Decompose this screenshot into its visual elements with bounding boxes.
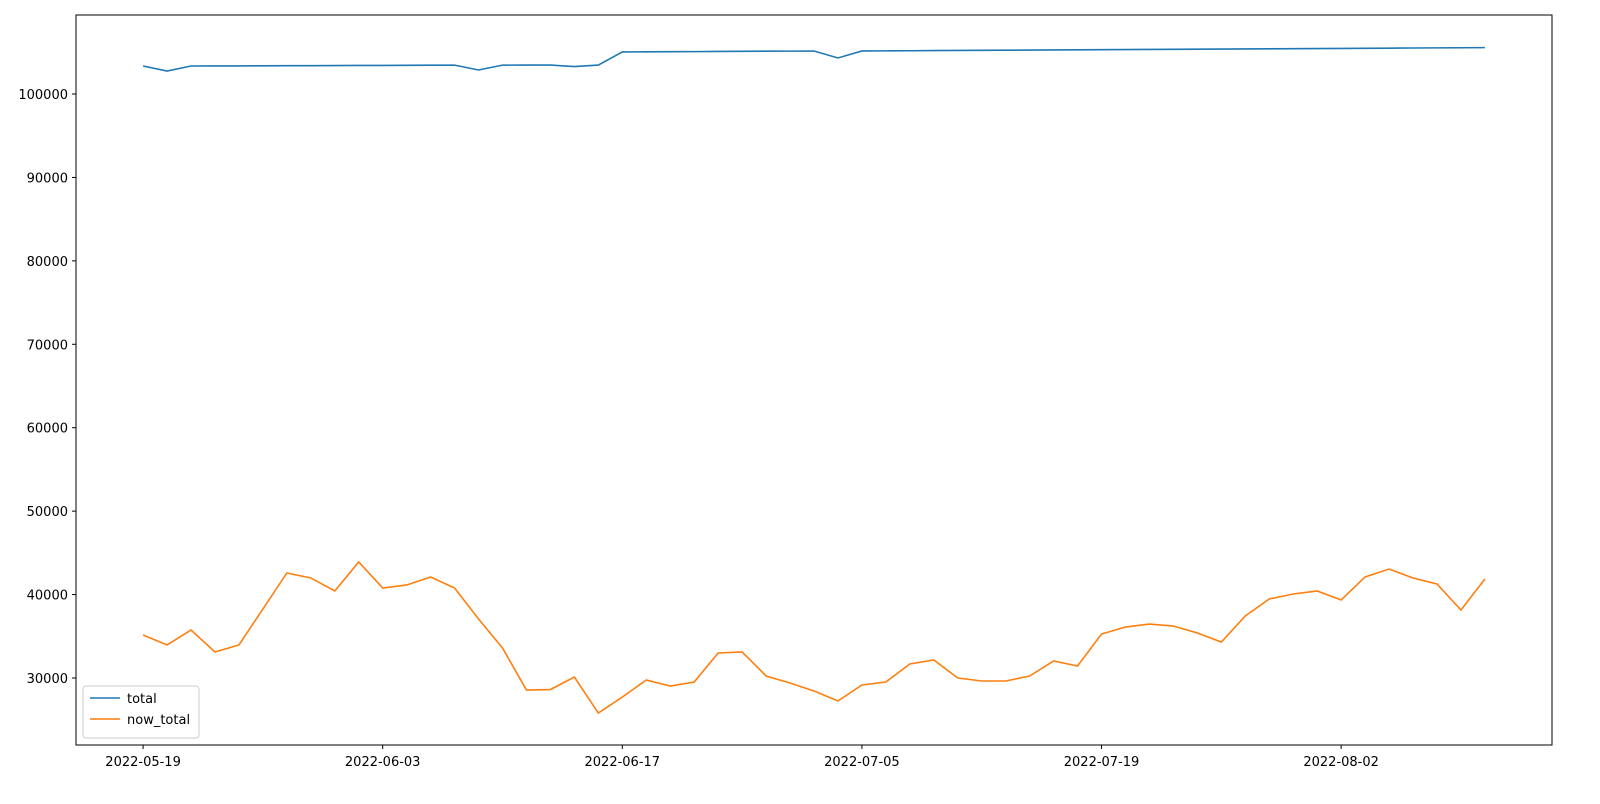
y-tick-label: 50000 — [27, 505, 68, 520]
y-tick-label: 90000 — [27, 171, 68, 186]
x-tick-label: 2022-07-05 — [824, 755, 900, 770]
plot-frame — [75, 14, 1553, 746]
x-tick-label: 2022-07-19 — [1064, 755, 1140, 770]
legend-label: now_total — [127, 713, 190, 728]
y-tick-label: 80000 — [27, 255, 68, 270]
series-line — [142, 560, 1486, 715]
x-tick-label: 2022-06-03 — [345, 755, 421, 770]
y-tick-label: 70000 — [27, 338, 68, 353]
y-tick-label: 40000 — [27, 589, 68, 604]
x-tick-label: 2022-05-19 — [105, 755, 181, 770]
legend-label: total — [127, 692, 157, 707]
x-tick-label: 2022-06-17 — [585, 755, 661, 770]
y-tick-label: 30000 — [27, 672, 68, 687]
y-tick-label: 100000 — [18, 88, 68, 103]
legend: total now_total — [82, 685, 200, 739]
x-tick-label: 2022-08-02 — [1303, 755, 1379, 770]
y-tick-label: 60000 — [27, 422, 68, 437]
legend-box — [82, 685, 200, 739]
series-line — [142, 46, 1485, 72]
